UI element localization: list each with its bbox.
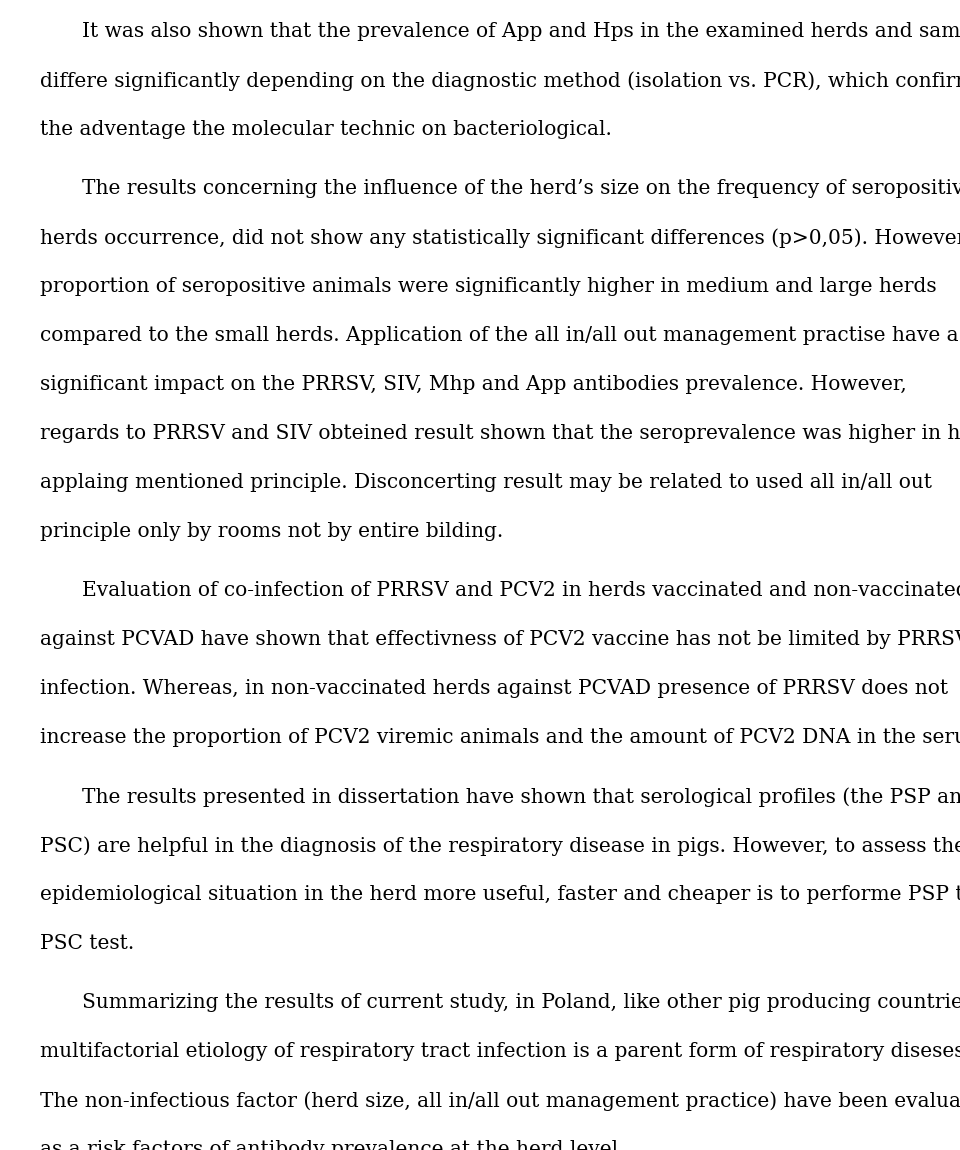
Text: proportion of seropositive animals were significantly higher in medium and large: proportion of seropositive animals were … <box>40 277 937 296</box>
Text: compared to the small herds. Application of the all in/all out management practi: compared to the small herds. Application… <box>40 325 959 345</box>
Text: infection. Whereas, in non-vaccinated herds against PCVAD presence of PRRSV does: infection. Whereas, in non-vaccinated he… <box>40 678 948 698</box>
Text: significant impact on the PRRSV, SIV, Mhp and App antibodies prevalence. However: significant impact on the PRRSV, SIV, Mh… <box>40 375 907 394</box>
Text: The results presented in dissertation have shown that serological profiles (the : The results presented in dissertation ha… <box>82 787 960 806</box>
Text: Evaluation of co-infection of PRRSV and PCV2 in herds vaccinated and non-vaccina: Evaluation of co-infection of PRRSV and … <box>82 581 960 600</box>
Text: differe significantly depending on the diagnostic method (isolation vs. PCR), wh: differe significantly depending on the d… <box>40 71 960 91</box>
Text: herds occurrence, did not show any statistically significant differences (p>0,05: herds occurrence, did not show any stati… <box>40 228 960 247</box>
Text: the adventage the molecular technic on bacteriological.: the adventage the molecular technic on b… <box>40 120 612 139</box>
Text: as a risk factors of antibody prevalence at the herd level.: as a risk factors of antibody prevalence… <box>40 1140 625 1150</box>
Text: against PCVAD have shown that effectivness of PCV2 vaccine has not be limited by: against PCVAD have shown that effectivne… <box>40 630 960 649</box>
Text: increase the proportion of PCV2 viremic animals and the amount of PCV2 DNA in th: increase the proportion of PCV2 viremic … <box>40 728 960 748</box>
Text: The non-infectious factor (herd size, all in/all out management practice) have b: The non-infectious factor (herd size, al… <box>40 1091 960 1111</box>
Text: multifactorial etiology of respiratory tract infection is a parent form of respi: multifactorial etiology of respiratory t… <box>40 1042 960 1061</box>
Text: It was also shown that the prevalence of App and Hps in the examined herds and s: It was also shown that the prevalence of… <box>82 22 960 41</box>
Text: regards to PRRSV and SIV obteined result shown that the seroprevalence was highe: regards to PRRSV and SIV obteined result… <box>40 424 960 443</box>
Text: epidemiological situation in the herd more useful, faster and cheaper is to perf: epidemiological situation in the herd mo… <box>40 886 960 904</box>
Text: applaing mentioned principle. Disconcerting result may be related to used all in: applaing mentioned principle. Disconcert… <box>40 473 932 492</box>
Text: principle only by rooms not by entire bilding.: principle only by rooms not by entire bi… <box>40 522 503 540</box>
Text: The results concerning the influence of the herd’s size on the frequency of sero: The results concerning the influence of … <box>82 179 960 198</box>
Text: PSC test.: PSC test. <box>40 934 134 953</box>
Text: PSC) are helpful in the diagnosis of the respiratory disease in pigs. However, t: PSC) are helpful in the diagnosis of the… <box>40 836 960 856</box>
Text: Summarizing the results of current study, in Poland, like other pig producing co: Summarizing the results of current study… <box>82 992 960 1012</box>
